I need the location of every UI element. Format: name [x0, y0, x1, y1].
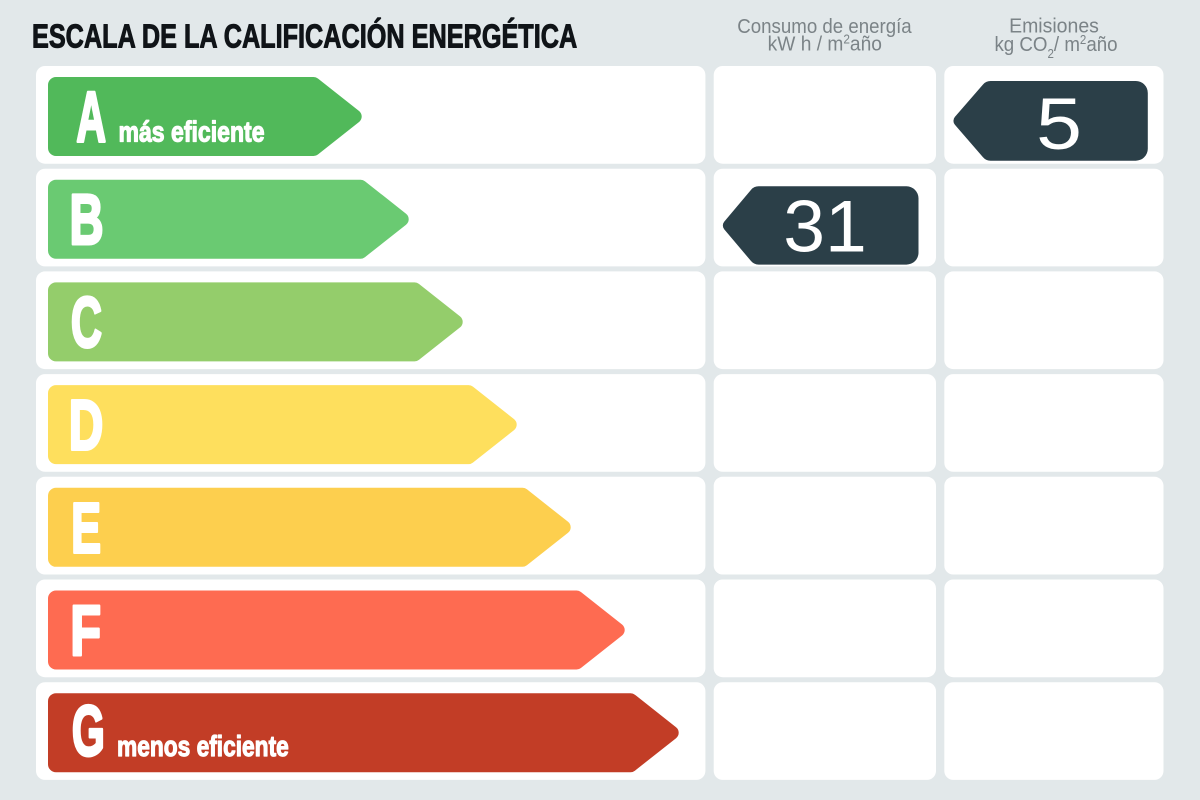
svg-text:E: E: [71, 488, 101, 568]
svg-text:A: A: [76, 78, 106, 158]
svg-text:G: G: [72, 693, 105, 772]
svg-text:B: B: [70, 179, 104, 259]
svg-text:más eficiente: más eficiente: [119, 115, 265, 148]
svg-text:ESCALA DE LA CALIFICACIÓN ENER: ESCALA DE LA CALIFICACIÓN ENERGÉTICA: [32, 17, 577, 55]
svg-text:Emisiones: Emisiones: [1009, 15, 1099, 37]
svg-text:Consumo de energía: Consumo de energía: [737, 15, 912, 38]
svg-text:kW h / m2año: kW h / m2año: [768, 32, 882, 55]
svg-text:F: F: [70, 592, 101, 671]
svg-text:C: C: [71, 284, 102, 363]
svg-text:D: D: [69, 385, 104, 465]
svg-text:5: 5: [1036, 82, 1082, 164]
svg-text:menos eficiente: menos eficiente: [117, 729, 289, 762]
svg-text:31: 31: [783, 186, 867, 268]
svg-text:kg CO2/ m2año: kg CO2/ m2año: [994, 33, 1117, 62]
